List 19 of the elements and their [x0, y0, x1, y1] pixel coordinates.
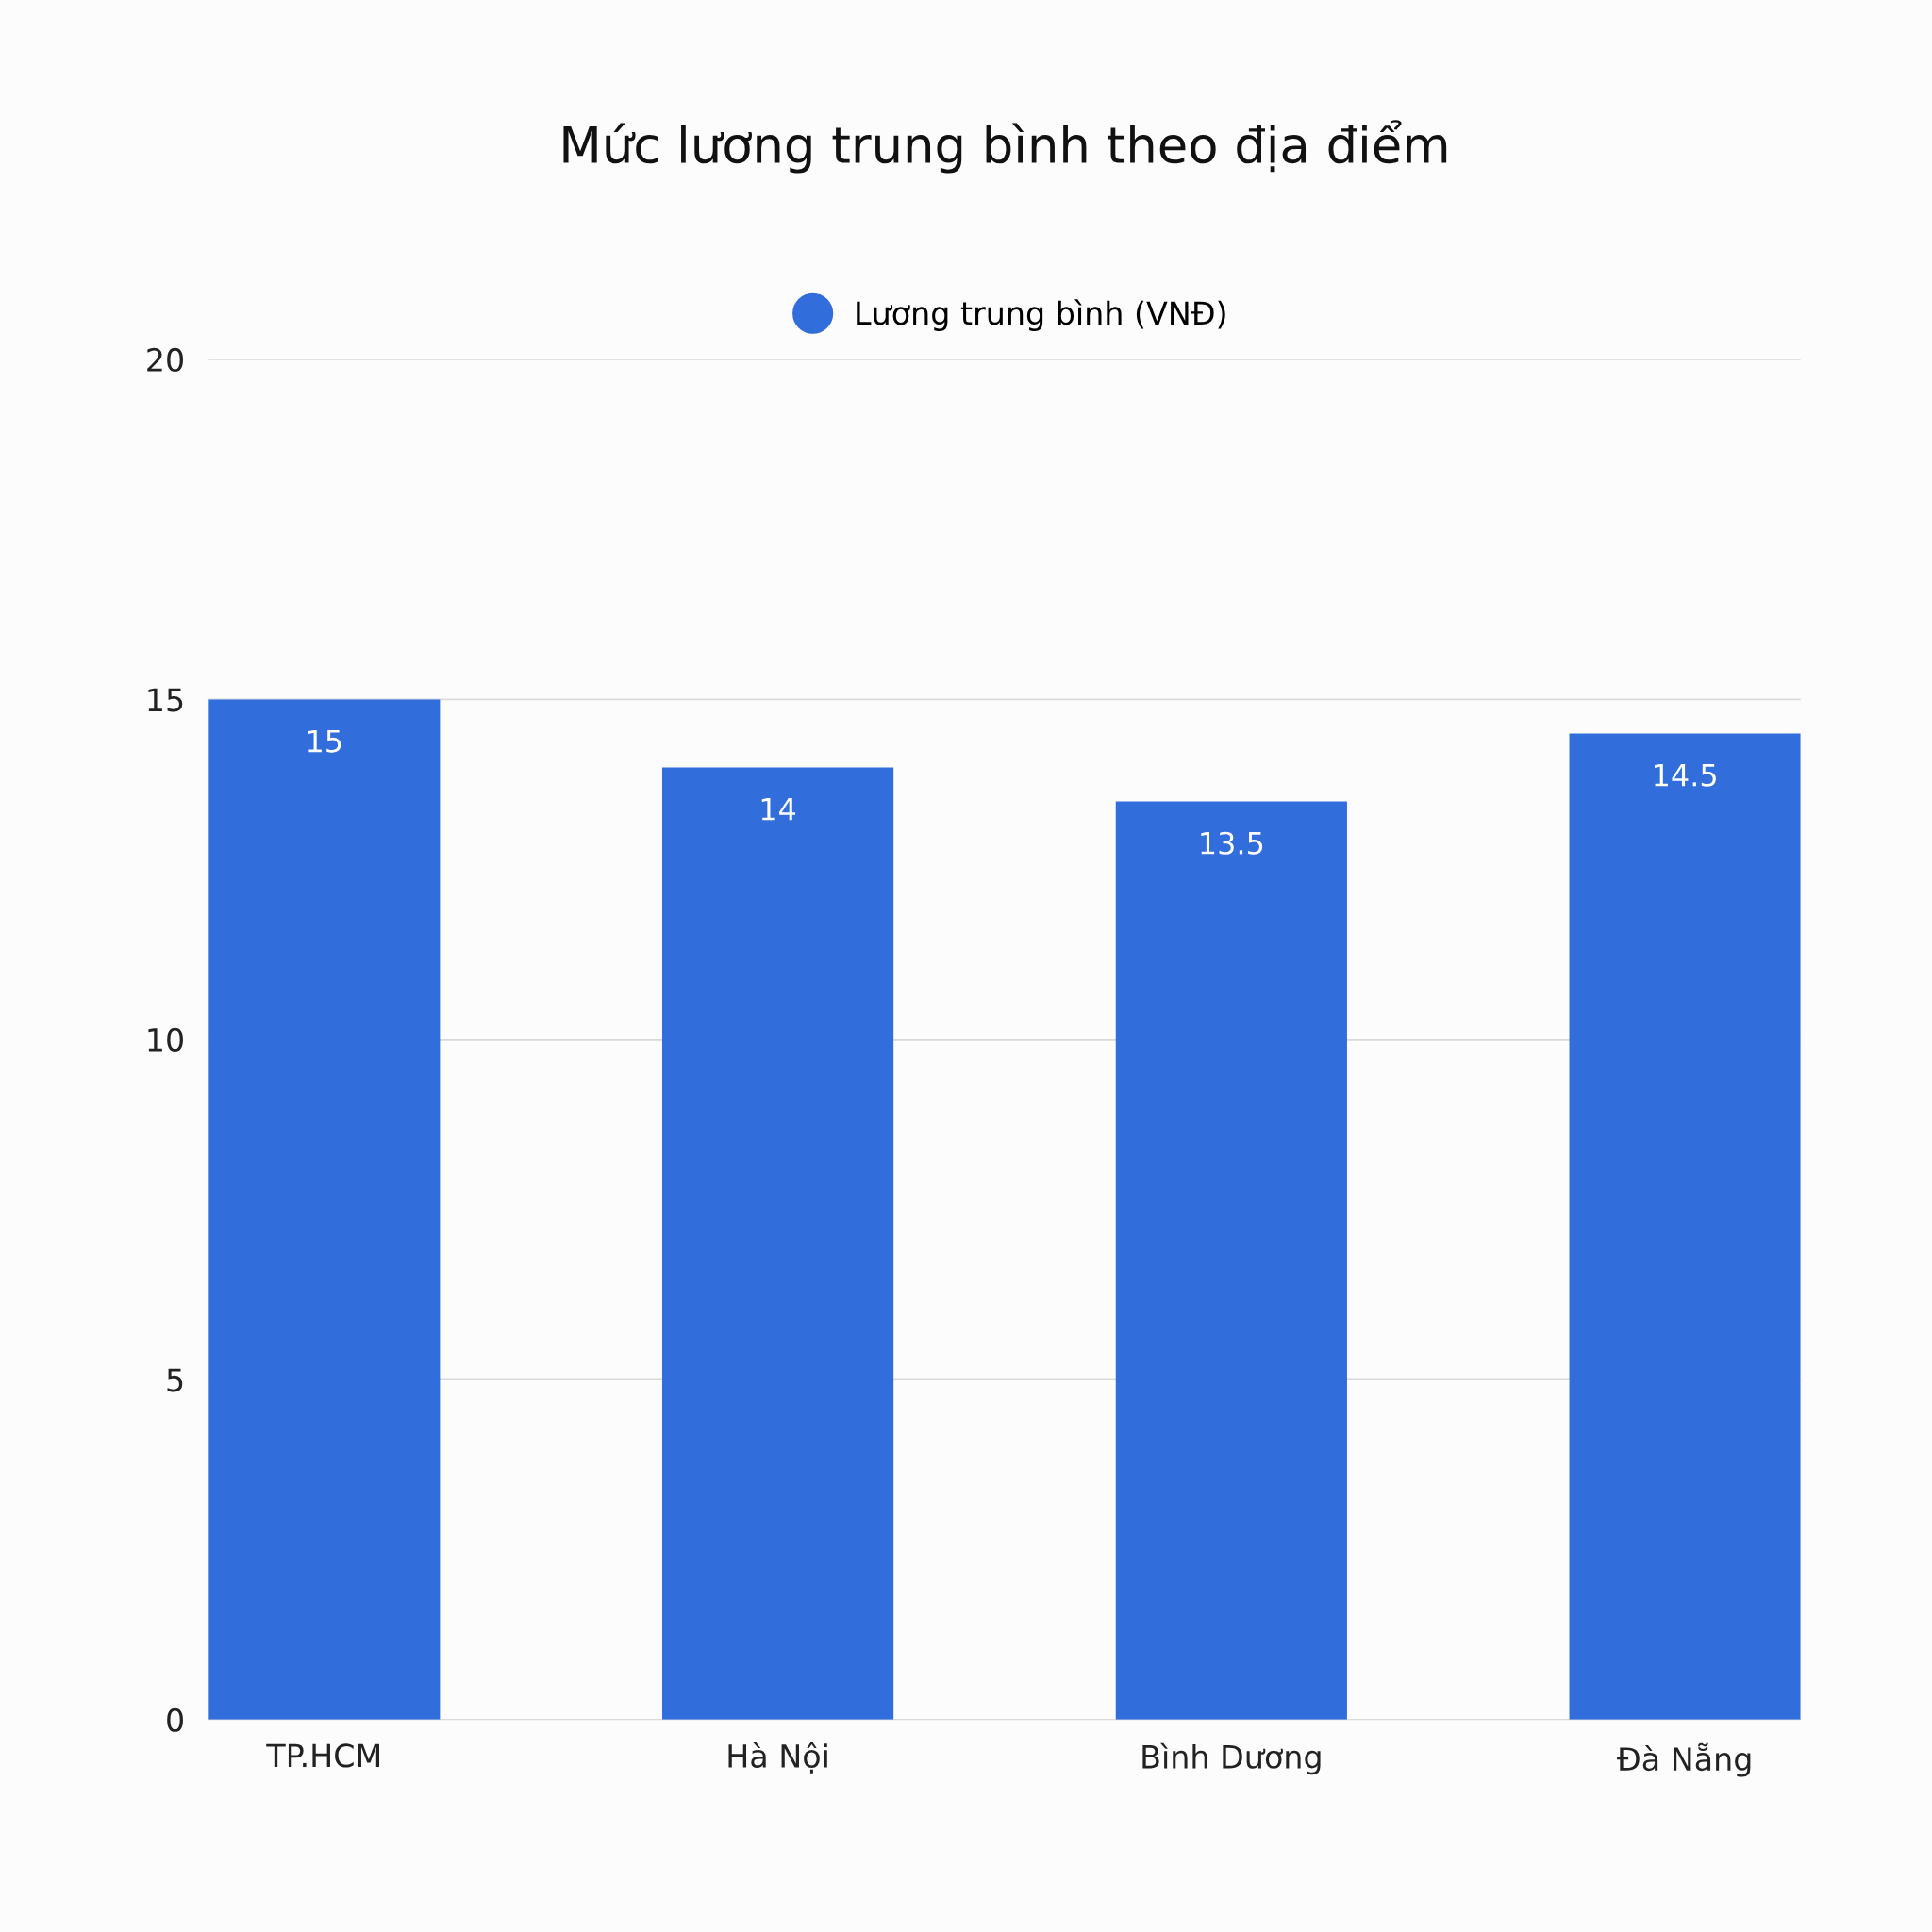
x-tick-label: TP.HCM — [266, 1743, 379, 1768]
data-label: 14 — [761, 798, 796, 821]
bar — [1569, 733, 1801, 1720]
bar — [661, 767, 894, 1720]
x-tick-label: Đà Nẵng — [1617, 1742, 1751, 1777]
y-tick-label: 15 — [148, 688, 183, 712]
data-label: 15 — [308, 729, 341, 753]
x-tick-label: Hà Nội — [728, 1741, 827, 1774]
y-tick-label: 20 — [147, 347, 183, 373]
data-label: 14.5 — [1655, 763, 1716, 787]
bar — [208, 699, 441, 1720]
bar — [1115, 801, 1347, 1720]
y-tick-label: 5 — [167, 1368, 183, 1392]
x-tick-label: Bình Dương — [1142, 1742, 1321, 1775]
y-tick-label: 10 — [148, 1027, 183, 1052]
chart-title: Mức lương trung bình theo địa điểm — [563, 120, 1447, 174]
legend-label: Lương trung bình (VNĐ) — [857, 299, 1225, 331]
y-tick-label: 0 — [167, 1707, 183, 1732]
data-label: 13.5 — [1201, 831, 1263, 855]
